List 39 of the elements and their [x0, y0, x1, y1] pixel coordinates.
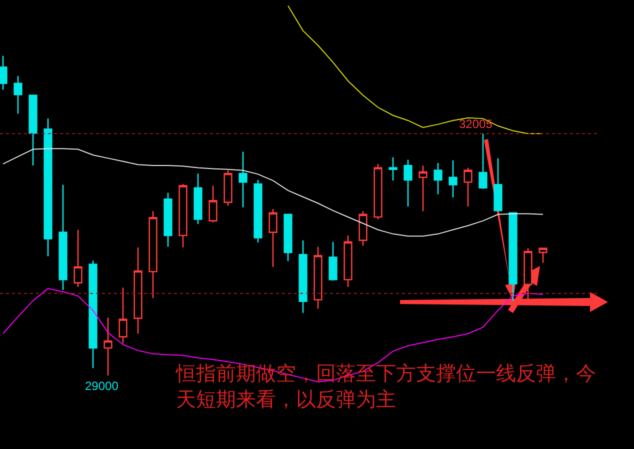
candlestick: [434, 162, 442, 195]
candlestick: [298, 240, 308, 314]
candlestick: [194, 172, 202, 225]
candlestick: [284, 214, 292, 262]
candlestick: [268, 208, 278, 268]
candlestick: [448, 160, 458, 198]
candlestick: [314, 246, 322, 310]
candlestick: [224, 170, 232, 206]
candlestick: [28, 94, 38, 166]
candlestick: [344, 234, 352, 288]
candlestick: [14, 75, 22, 114]
candlestick: [44, 118, 52, 257]
candlestick: [118, 286, 128, 344]
annotation: 32005: [459, 117, 493, 131]
candlestick: [134, 246, 142, 334]
candlestick: [418, 164, 428, 212]
candlestick: [148, 210, 158, 299]
candlestick: [404, 159, 412, 208]
candlestick: [88, 260, 98, 369]
candlestick: [524, 248, 532, 302]
candlestick: [538, 248, 548, 264]
candlestick: [508, 212, 518, 302]
candlestick: [494, 158, 502, 212]
candlestick: [478, 132, 488, 190]
candlestick: [0, 55, 8, 90]
candlestick: [358, 210, 368, 246]
candlestick: [104, 317, 112, 376]
candlestick: [238, 151, 248, 208]
candlestick: [208, 185, 218, 224]
candlestick: [178, 183, 188, 248]
candlestick: [74, 229, 82, 288]
candlestick: [164, 192, 172, 248]
candlestick: [254, 179, 262, 244]
candlestick: [388, 156, 398, 182]
text: 29000: [85, 379, 119, 393]
candlestick: [328, 241, 338, 282]
candlestick: [374, 163, 382, 220]
candlestick: [58, 184, 68, 291]
candlestick: [464, 167, 472, 208]
